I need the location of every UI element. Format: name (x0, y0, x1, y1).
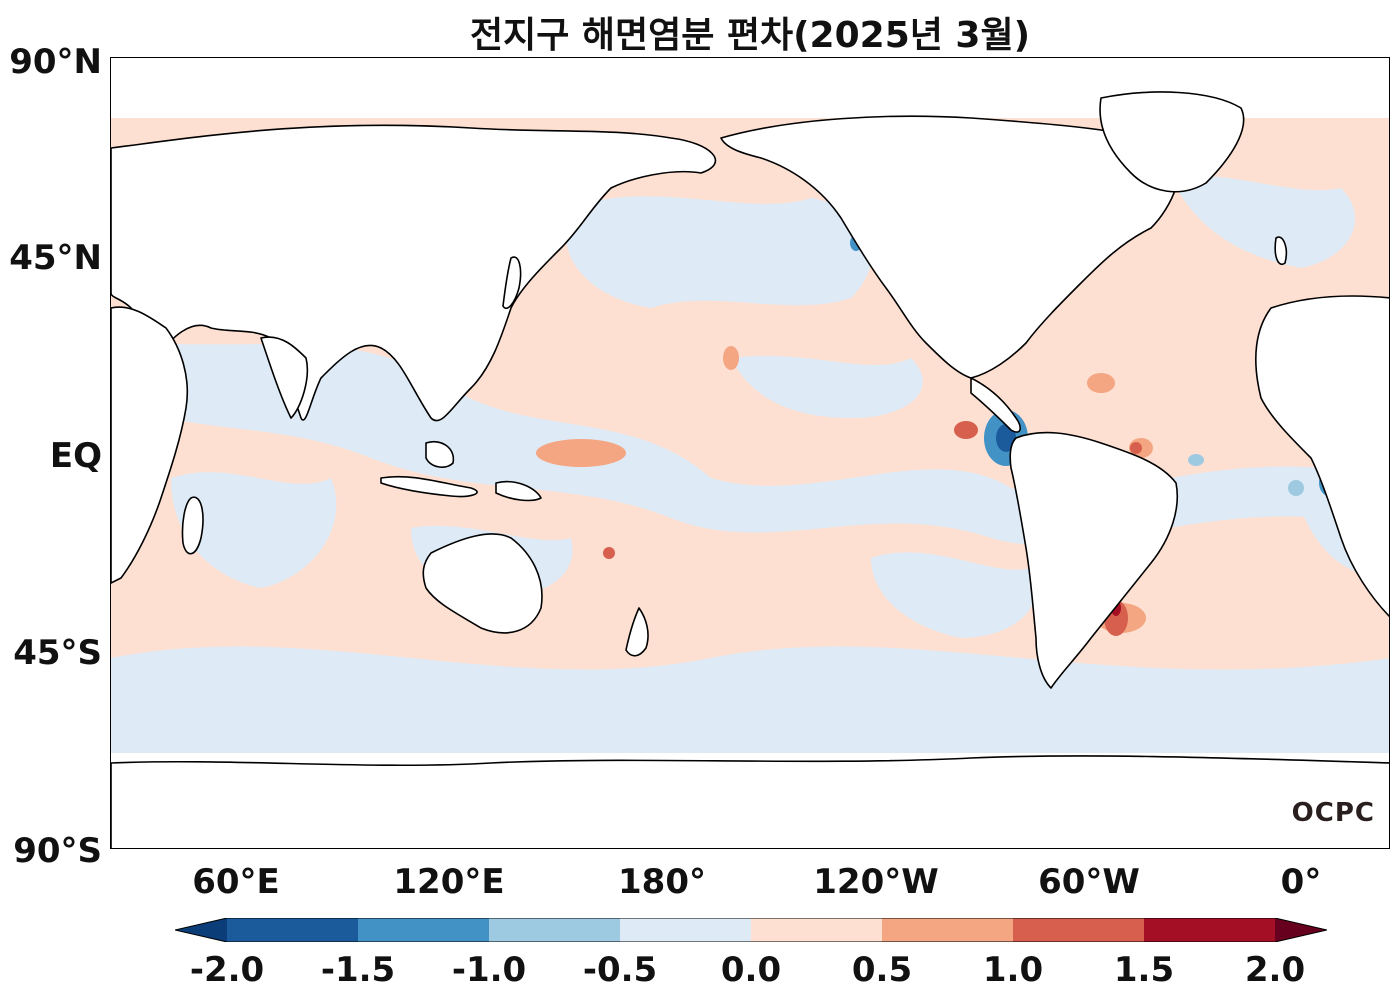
north-america-landmass (720, 115, 1181, 379)
colorbar-segment (358, 918, 490, 942)
colorbar (175, 918, 1327, 942)
colorbar-tick-label: 0.5 (851, 950, 913, 990)
salinity-anomaly-map (111, 91, 1389, 848)
south-america-landmass (1009, 431, 1179, 689)
central-america-landmass (970, 377, 1021, 433)
lat-label-90s: 90°S (13, 831, 102, 871)
borneo-landmass (425, 441, 455, 468)
colorbar-segment (1144, 918, 1276, 942)
lon-label-120w: 120°W (813, 862, 939, 902)
uk-landmass (1274, 236, 1288, 265)
lon-label-0: 0° (1280, 862, 1322, 902)
lon-label-60w: 60°W (1038, 862, 1140, 902)
new-guinea-landmass (495, 480, 542, 502)
lon-label-120e: 120°E (393, 862, 505, 902)
colorbar-segment (1013, 918, 1145, 942)
map-title: 전지구 해면염분 편차(2025년 3월) (469, 15, 1031, 56)
colorbar-segment (489, 918, 621, 942)
eurasia-landmass (111, 124, 717, 422)
antarctica-landmass (111, 755, 1389, 848)
madagascar-landmass (181, 496, 204, 555)
africa-east-landmass (1255, 295, 1389, 618)
colorbar-tick-label: 0.0 (720, 950, 782, 990)
colorbar-tick-label: -1.0 (451, 950, 527, 990)
australia-landmass (422, 533, 543, 634)
colorbar-tick-label: -0.5 (582, 950, 658, 990)
colorbar-tick-label: 1.0 (982, 950, 1044, 990)
lat-label-eq: EQ (49, 436, 102, 476)
colorbar-segment (620, 918, 752, 942)
africa-landmass (111, 306, 189, 584)
landmasses (111, 91, 1389, 848)
colorbar-tick-label: 2.0 (1244, 950, 1306, 990)
colorbar-segments (175, 918, 1327, 942)
greenland-landmass (1099, 91, 1245, 193)
lon-label-180: 180° (618, 862, 706, 902)
lat-label-45s: 45°S (13, 633, 102, 673)
japan-landmass (502, 256, 522, 310)
colorbar-tick-label: -1.5 (320, 950, 396, 990)
colorbar-extend-high (1275, 918, 1327, 942)
ocpc-logo: OCPC (1291, 798, 1375, 828)
colorbar-segment (227, 918, 359, 942)
new-zealand-landmass (625, 607, 649, 657)
colorbar-extend-low (175, 918, 227, 942)
colorbar-tick-label: -2.0 (189, 950, 265, 990)
lat-label-90n: 90°N (9, 42, 102, 82)
india-landmass (260, 336, 309, 419)
lat-label-45n: 45°N (9, 238, 102, 278)
colorbar-segment (882, 918, 1014, 942)
lon-label-60e: 60°E (192, 862, 280, 902)
indonesia-islands (380, 475, 478, 498)
colorbar-segment (751, 918, 883, 942)
map-panel: OCPC (110, 57, 1390, 849)
colorbar-tick-label: 1.5 (1113, 950, 1175, 990)
